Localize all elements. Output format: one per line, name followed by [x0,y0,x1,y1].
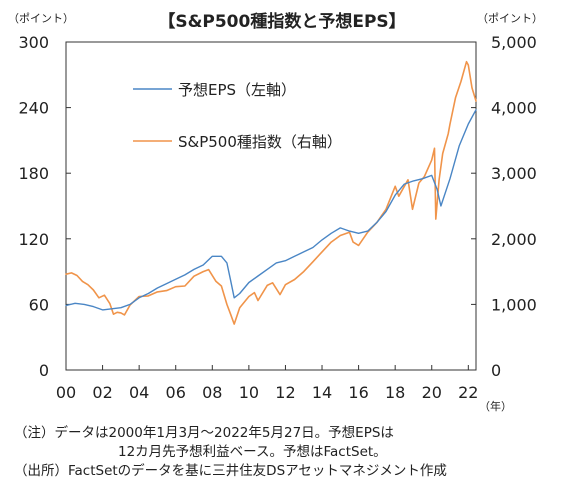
legend-label-eps: 予想EPS（左軸） [178,81,296,99]
left-tick-label: 60 [29,295,49,314]
right-tick-label: 0 [491,361,501,380]
note-line-1: （注）データは2000年1月3月～2022年5月27日。予想EPSは [14,425,394,441]
left-tick-label: 120 [18,230,49,249]
legend-label-sp500: S&P500種指数（右軸） [178,133,342,151]
x-axis: 00 02 04 06 08 10 12 14 16 18 20 22 [56,365,478,402]
notes: （注）データは2000年1月3月～2022年5月27日。予想EPSは 12カ月先… [14,424,554,481]
right-tick-label: 4,000 [491,99,537,118]
left-tick-label: 300 [18,33,49,52]
left-tick-label: 0 [39,361,49,380]
x-tick-label: 20 [422,383,442,402]
x-tick-label: 18 [385,383,405,402]
series-layer [65,60,477,325]
plot-area [65,41,477,371]
note-line-2: 12カ月先予想利益ベース。予想はFactSet。 [118,444,387,460]
x-tick-label: 06 [166,383,186,402]
right-tick-label: 2,000 [491,230,537,249]
x-tick-label: 14 [312,383,332,402]
chart-title: 【S&P500種指数と予想EPS】 [158,11,405,32]
right-tick-label: 5,000 [491,33,537,52]
right-tick-label: 1,000 [491,295,537,314]
x-tick-label: 00 [56,383,76,402]
left-axis: 0 60 120 180 240 300 [18,33,71,380]
left-tick-label: 240 [18,99,49,118]
right-axis: 0 1,000 2,000 3,000 4,000 5,000 [471,33,537,380]
left-axis-unit: （ポイント） [8,12,74,25]
x-tick-label: 22 [458,383,478,402]
x-tick-label: 08 [202,383,222,402]
legend: 予想EPS（左軸） S&P500種指数（右軸） [133,81,342,151]
x-tick-label: 12 [275,383,295,402]
left-tick-label: 180 [18,164,49,183]
eps-series-line [65,109,477,311]
right-axis-unit: （ポイント） [477,12,543,25]
note-source: （出所）FactSetのデータを基に三井住友DSアセットマネジメント作成 [14,463,447,479]
sp500-series-line [65,60,477,325]
x-tick-label: 16 [348,383,368,402]
right-tick-label: 3,000 [491,164,537,183]
x-tick-label: 10 [239,383,259,402]
x-tick-label: 04 [129,383,149,402]
x-tick-label: 02 [92,383,112,402]
x-axis-unit: （年） [479,399,512,413]
